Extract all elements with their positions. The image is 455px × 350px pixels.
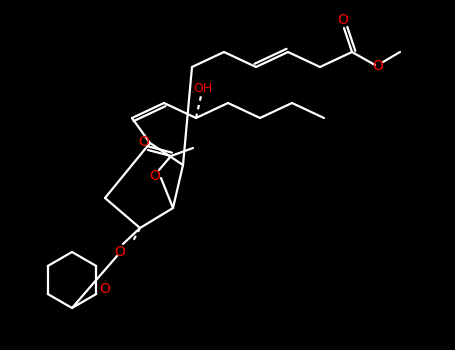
Text: O: O xyxy=(99,282,110,296)
Text: O: O xyxy=(150,169,161,183)
Text: O: O xyxy=(139,135,149,149)
Text: O: O xyxy=(338,13,349,27)
Text: O: O xyxy=(373,59,384,73)
Text: O: O xyxy=(115,245,126,259)
Text: OH: OH xyxy=(193,82,212,95)
